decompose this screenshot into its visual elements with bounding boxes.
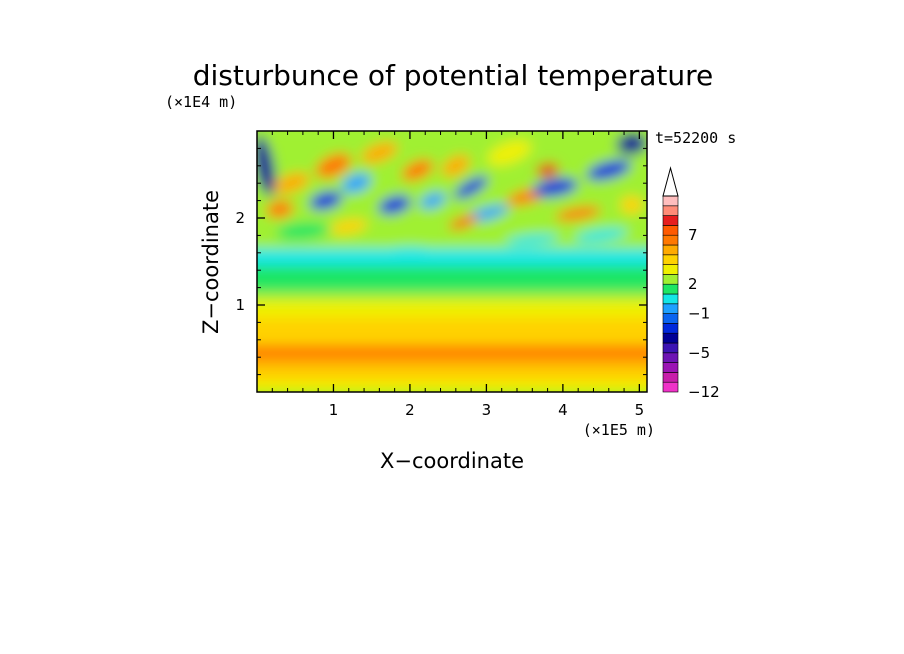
colorbar-label: −12 <box>688 383 720 401</box>
field-layer <box>257 381 647 392</box>
y-ticks: 12 <box>235 147 647 376</box>
field-layer <box>257 346 647 358</box>
contour-field <box>257 131 647 392</box>
field-layer <box>257 367 647 382</box>
field-feature <box>620 196 644 214</box>
colorbar-segment <box>662 234 679 246</box>
x-axis-label: X−coordinate <box>380 449 524 473</box>
field-feature <box>401 159 434 181</box>
y-tick-label: 2 <box>235 209 245 227</box>
colorbar-segment <box>662 342 679 354</box>
field-layer <box>257 318 647 345</box>
colorbar-segment <box>662 332 679 344</box>
field-feature <box>505 234 559 246</box>
colorbar-segment <box>662 323 679 334</box>
colorbar-extend-arrow <box>662 166 679 197</box>
field-feature <box>273 172 310 194</box>
field-feature <box>378 195 412 215</box>
colorbar-segment <box>662 254 679 265</box>
chart-title: disturbunce of potential temperature <box>193 59 714 92</box>
x-ticks: 1 2 3 4 5 <box>271 131 645 419</box>
y-axis-label: Z−coordinate <box>199 190 223 334</box>
field-feature <box>329 219 368 235</box>
field-layer <box>257 300 647 319</box>
field-feature <box>448 215 478 230</box>
colorbar-segment <box>662 303 679 314</box>
colorbar-segment <box>662 274 679 285</box>
field-feature <box>586 159 632 181</box>
field-feature <box>387 246 433 256</box>
x-tick-label: 5 <box>635 401 645 419</box>
field-feature <box>419 192 447 209</box>
colorbar-segment <box>662 195 679 207</box>
x-tick-label: 4 <box>558 401 568 419</box>
colorbar-segment <box>662 205 679 216</box>
colorbar-segment <box>662 352 679 363</box>
colorbar-label: 7 <box>688 226 698 244</box>
colorbar-segment <box>662 215 679 226</box>
field-feature <box>266 200 294 219</box>
field-feature <box>257 135 276 196</box>
field-feature <box>574 228 628 243</box>
colorbar-segment <box>662 264 679 275</box>
colorbar-label: 2 <box>688 275 698 293</box>
colorbar-segment <box>662 313 679 324</box>
field-feature <box>454 176 489 199</box>
field-layer <box>257 291 647 301</box>
field-feature <box>276 222 330 241</box>
colorbar-segment <box>662 381 679 393</box>
time-label: t=52200 s <box>655 129 736 147</box>
field-feature <box>555 206 601 221</box>
colorbar-label: −5 <box>688 344 710 362</box>
field-feature <box>536 163 559 178</box>
y-unit-label: (×1E4 m) <box>165 93 237 111</box>
x-tick-label: 1 <box>329 401 339 419</box>
field-feature <box>532 178 578 197</box>
colorbar-segment <box>662 372 679 383</box>
x-unit-label: (×1E5 m) <box>583 421 655 439</box>
field-feature <box>309 191 343 211</box>
colorbar-segment <box>662 225 679 236</box>
field-feature <box>441 155 470 177</box>
field-feature <box>361 142 398 164</box>
colorbar-segment <box>662 362 679 373</box>
field-feature <box>341 173 372 193</box>
colorbar: −12−5−127 <box>662 166 720 401</box>
colorbar-label: −1 <box>688 305 710 323</box>
plot-frame <box>256 130 648 393</box>
x-tick-label: 3 <box>482 401 492 419</box>
field-layer <box>257 265 647 292</box>
colorbar-segment <box>662 244 679 256</box>
field-feature <box>315 153 352 179</box>
colorbar-segment <box>662 293 679 305</box>
field-feature <box>487 140 532 166</box>
field-layer <box>257 248 647 266</box>
y-tick-label: 1 <box>235 296 245 314</box>
x-tick-label: 2 <box>405 401 415 419</box>
colorbar-segment <box>662 283 679 295</box>
